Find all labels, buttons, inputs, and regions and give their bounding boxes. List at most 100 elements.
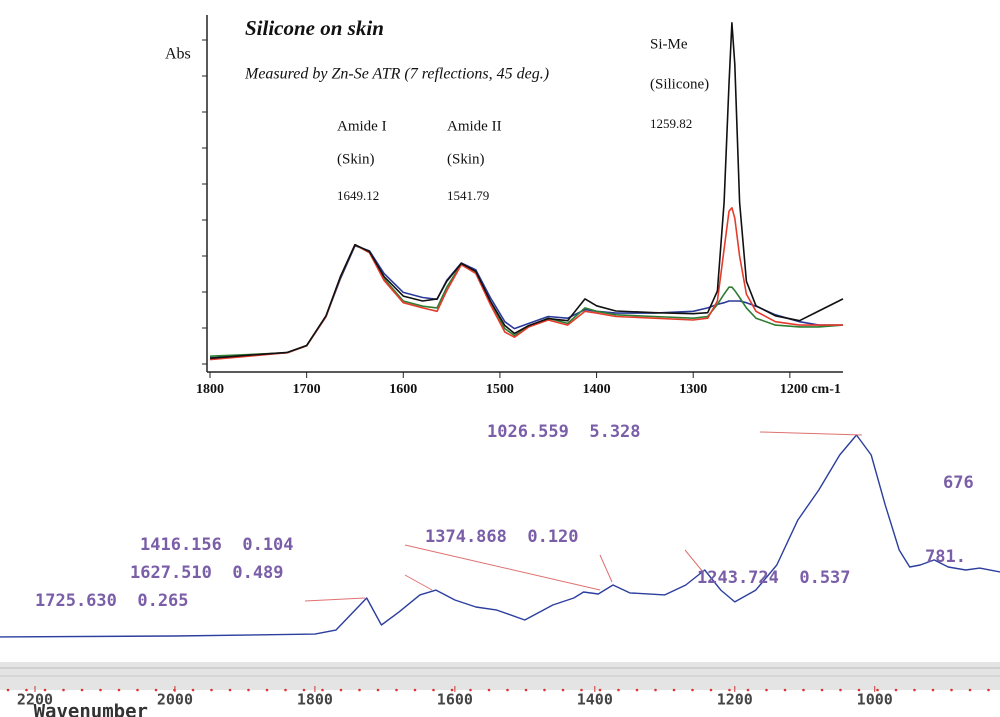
axis-dot <box>580 688 583 692</box>
axis-dot <box>154 688 158 692</box>
axis-dot <box>802 688 805 692</box>
axis-dot <box>913 688 916 692</box>
axis-dot <box>950 688 953 692</box>
x-tick-label: 1200 cm-1 <box>780 382 841 397</box>
axis-dot <box>746 688 750 692</box>
axis-dot <box>987 688 990 692</box>
axis-dot <box>413 688 417 692</box>
axis-dot <box>321 688 324 692</box>
x-tick-label: 2200 <box>17 691 53 709</box>
peak-annotation: 1725.630 0.265 <box>35 591 189 611</box>
axis-dot <box>617 688 620 692</box>
peak-annotation: (Silicone) <box>650 76 709 92</box>
peak-annotation: (Skin) <box>447 151 485 167</box>
x-tick-label: 1600 <box>389 382 417 397</box>
axis-dot <box>247 688 250 692</box>
peak-annotation: (Skin) <box>337 151 375 167</box>
axis-dot <box>339 688 343 692</box>
axis-dot <box>968 688 972 692</box>
axis-dot <box>210 688 213 692</box>
peak-annotation: 1374.868 0.120 <box>425 527 579 547</box>
axis-dot <box>487 688 491 692</box>
axis-dot <box>728 688 731 692</box>
axis-dot <box>284 688 287 692</box>
spectrum-line <box>209 22 844 360</box>
axis-dot <box>191 688 195 692</box>
leader-line <box>404 574 433 591</box>
chart-subtitle: Measured by Zn-Se ATR (7 reflections, 45… <box>244 66 549 83</box>
axis-dot <box>876 688 879 692</box>
x-tick-label: 1600 <box>437 691 473 709</box>
axis-dot <box>80 688 84 692</box>
axis-dot <box>654 688 657 692</box>
leader-line <box>304 597 366 602</box>
peak-annotation: 1627.510 0.489 <box>130 563 284 583</box>
peak-annotation: 1649.12 <box>337 188 379 203</box>
axis-dot <box>765 688 768 692</box>
x-tick-label: 1500 <box>486 382 514 397</box>
axis-dot <box>524 688 528 692</box>
peak-annotation: 1243.724 0.537 <box>697 568 851 588</box>
axis-dot <box>543 688 546 692</box>
axis-dot <box>376 688 380 692</box>
leader-line <box>404 544 601 591</box>
axis-dot <box>136 688 139 692</box>
peak-annotation: 1541.79 <box>447 188 489 203</box>
spectrum-line <box>209 243 844 357</box>
spectrum-line <box>0 434 1000 638</box>
axis-dot <box>358 688 361 692</box>
axis-dot <box>691 688 694 692</box>
x-tick-label: 1700 <box>293 382 321 397</box>
peak-annotation: 781. <box>925 547 966 567</box>
leader-line <box>599 554 613 583</box>
x-axis-label: Wavenumber <box>34 701 148 717</box>
axis-dot <box>302 688 306 692</box>
peak-annotation: 1026.559 5.328 <box>487 422 641 442</box>
axis-dot <box>506 688 509 692</box>
axis-dot <box>709 688 713 692</box>
x-tick-label: 1800 <box>196 382 224 397</box>
axis-dot <box>395 688 398 692</box>
peak-annotation: Amide II <box>447 118 502 134</box>
x-tick-label: 1300 <box>679 382 707 397</box>
chart-title: Silicone on skin <box>245 16 384 40</box>
axis-dot <box>6 688 10 692</box>
leader-line <box>759 431 863 436</box>
axis-dot <box>820 688 824 692</box>
leader-line <box>684 549 704 573</box>
axis-dot <box>450 688 454 692</box>
axis-dot <box>561 688 565 692</box>
peak-annotation: 1259.82 <box>650 116 692 131</box>
peak-annotation: 676 <box>943 473 974 493</box>
axis-dot <box>635 688 639 692</box>
x-tick-label: 1000 <box>857 691 893 709</box>
axis-dot <box>432 688 435 692</box>
axis-dot <box>117 688 121 692</box>
axis-dot <box>62 688 65 692</box>
peak-annotation: 1416.156 0.104 <box>140 535 294 555</box>
x-tick-label: 1400 <box>583 382 611 397</box>
axis-dot <box>839 688 842 692</box>
axis-dot <box>99 688 102 692</box>
x-tick-label: 1200 <box>717 691 753 709</box>
x-tick-label: 1800 <box>297 691 333 709</box>
axis-dot <box>894 688 898 692</box>
axis-dot <box>265 688 269 692</box>
peak-annotation: Amide I <box>337 118 387 134</box>
y-axis-label: Abs <box>165 46 191 63</box>
x-tick-label: 1400 <box>577 691 613 709</box>
spectrum-line <box>209 245 843 359</box>
axis-dot <box>43 688 47 692</box>
axis-dot <box>598 688 602 692</box>
axis-dot <box>228 688 232 692</box>
axis-dot <box>857 688 861 692</box>
x-tick-label: 2000 <box>157 691 193 709</box>
axis-dot <box>931 688 935 692</box>
axis-dot <box>469 688 472 692</box>
axis-dot <box>25 688 28 692</box>
axis-dot <box>672 688 676 692</box>
axis-dot <box>783 688 787 692</box>
peak-annotation: Si-Me <box>650 36 688 52</box>
